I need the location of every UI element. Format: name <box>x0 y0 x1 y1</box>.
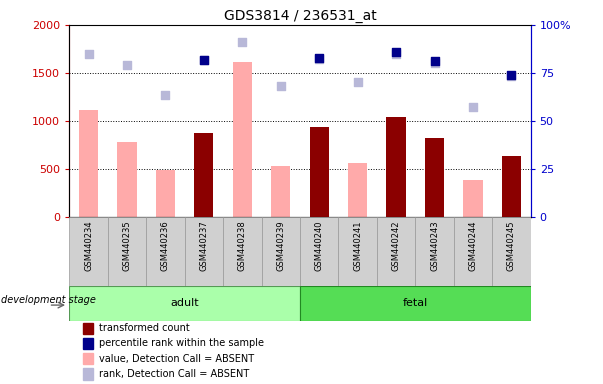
Bar <box>348 163 367 217</box>
Bar <box>83 323 93 334</box>
Bar <box>262 217 300 286</box>
Point <box>391 49 401 55</box>
Bar <box>425 138 444 217</box>
Text: GSM440239: GSM440239 <box>276 220 285 271</box>
Text: GSM440244: GSM440244 <box>469 220 478 271</box>
Bar <box>309 127 329 217</box>
Text: transformed count: transformed count <box>99 323 190 333</box>
Point <box>353 79 362 85</box>
Bar <box>377 217 415 286</box>
Bar <box>387 117 406 217</box>
Text: GSM440235: GSM440235 <box>122 220 131 271</box>
Point <box>507 72 516 78</box>
Bar <box>69 286 300 321</box>
Text: percentile rank within the sample: percentile rank within the sample <box>99 338 264 348</box>
Bar <box>338 217 377 286</box>
Bar <box>463 180 482 217</box>
Text: GSM440240: GSM440240 <box>315 220 324 271</box>
Bar <box>83 338 93 349</box>
Bar <box>69 217 108 286</box>
Text: GSM440237: GSM440237 <box>200 220 209 271</box>
Bar <box>146 217 185 286</box>
Point <box>507 73 516 79</box>
Point <box>122 62 132 68</box>
Point <box>430 58 440 65</box>
Point <box>391 51 401 57</box>
Point <box>314 55 324 61</box>
Bar <box>108 217 146 286</box>
Text: GSM440245: GSM440245 <box>507 220 516 271</box>
Bar <box>300 217 338 286</box>
Text: GSM440242: GSM440242 <box>391 220 400 271</box>
Bar <box>194 134 213 217</box>
Point <box>199 56 209 63</box>
Text: GSM440234: GSM440234 <box>84 220 93 271</box>
Bar <box>79 111 98 217</box>
Bar <box>118 142 137 217</box>
Point <box>314 56 324 62</box>
Bar <box>156 170 175 217</box>
Bar <box>233 63 252 217</box>
Text: fetal: fetal <box>403 298 428 308</box>
Bar <box>185 217 223 286</box>
Text: GSM440241: GSM440241 <box>353 220 362 271</box>
Bar <box>454 217 492 286</box>
Bar <box>83 353 93 364</box>
Text: GSM440236: GSM440236 <box>161 220 170 271</box>
Bar <box>415 217 453 286</box>
Bar <box>492 217 531 286</box>
Bar <box>223 217 262 286</box>
Point <box>238 39 247 45</box>
Text: GSM440238: GSM440238 <box>238 220 247 271</box>
Bar <box>83 368 93 379</box>
Bar <box>502 157 521 217</box>
Text: adult: adult <box>171 298 199 308</box>
Text: development stage: development stage <box>1 295 96 305</box>
Text: value, Detection Call = ABSENT: value, Detection Call = ABSENT <box>99 354 254 364</box>
Text: GSM440243: GSM440243 <box>430 220 439 271</box>
Point <box>160 92 170 98</box>
Bar <box>300 286 531 321</box>
Point <box>199 58 209 64</box>
Point <box>430 60 440 66</box>
Text: rank, Detection Call = ABSENT: rank, Detection Call = ABSENT <box>99 369 250 379</box>
Point <box>468 104 478 110</box>
Bar <box>271 166 291 217</box>
Point <box>276 83 286 89</box>
Point <box>84 51 93 57</box>
Title: GDS3814 / 236531_at: GDS3814 / 236531_at <box>224 8 376 23</box>
